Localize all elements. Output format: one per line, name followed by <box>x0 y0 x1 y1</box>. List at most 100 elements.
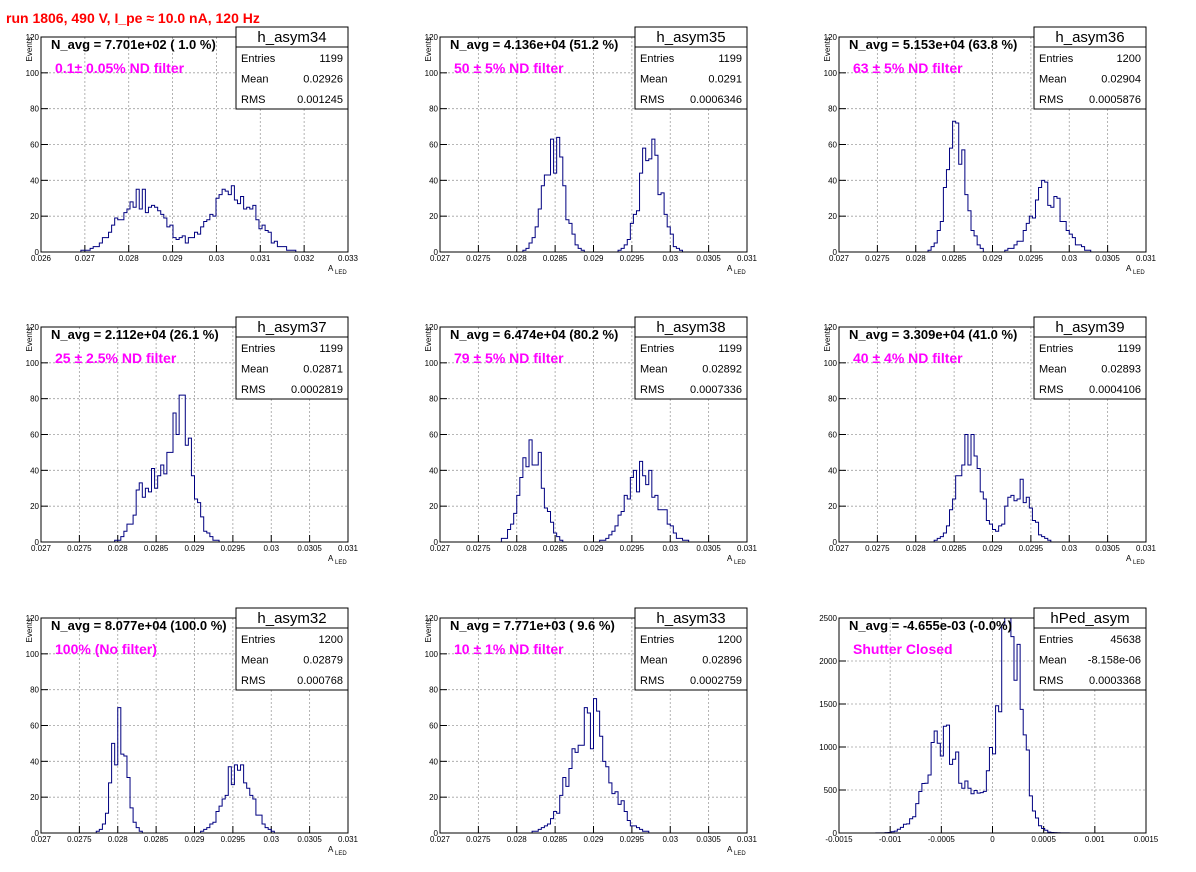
y-tick-label: 120 <box>824 323 838 332</box>
y-tick-label: 40 <box>828 176 837 185</box>
x-tick-label: 0.028 <box>507 835 528 844</box>
plot-frame <box>40 326 349 543</box>
y-tick-label: 1500 <box>819 700 837 709</box>
stats-box <box>634 316 748 400</box>
x-tick-label: 0.0275 <box>67 835 92 844</box>
stats-key: Entries <box>640 53 675 65</box>
stats-box <box>634 26 748 110</box>
y-tick-label: 60 <box>30 722 39 731</box>
x-tick-label: 0.0275 <box>466 835 491 844</box>
y-tick-label: 120 <box>824 33 838 42</box>
y-tick-label: 40 <box>429 757 438 766</box>
x-tick-label: 0.029 <box>982 544 1003 553</box>
x-tick-label: 0.0275 <box>865 254 890 263</box>
x-tick-label: 0.029 <box>184 835 205 844</box>
stats-key: Mean <box>1039 74 1067 86</box>
navg-label: N_avg = -4.655e-03 (-0.0%) <box>849 618 1012 633</box>
stats-box <box>1033 316 1147 400</box>
y-tick-label: 40 <box>429 176 438 185</box>
y-tick-label: 60 <box>828 431 837 440</box>
x-tick-label: 0.0015 <box>1134 835 1159 844</box>
x-tick-label: 0.027 <box>75 254 96 263</box>
y-tick-label: 100 <box>425 69 439 78</box>
stats-key: Mean <box>640 364 668 376</box>
filter-label: 100% (No filter) <box>55 641 157 657</box>
x-tick-label: 0.027 <box>829 254 850 263</box>
y-tick-label: 80 <box>429 686 438 695</box>
x-tick-label: 0.028 <box>119 254 140 263</box>
histogram-series <box>440 439 747 543</box>
y-tick-label: 0 <box>833 829 838 838</box>
stats-value: 0.02892 <box>702 364 742 376</box>
y-tick-label: 20 <box>30 212 39 221</box>
plot-frame <box>40 617 349 834</box>
histogram-panel-h_asym33: 0.027 0.0275 0.028 0.0285 0.029 0.0295 0.03 0.0… <box>424 607 758 857</box>
filter-label: 10 ± 1% ND filter <box>454 641 564 657</box>
y-tick-label: 60 <box>429 722 438 731</box>
x-tick-label: 0.0285 <box>543 544 568 553</box>
x-tick-label: 0.03 <box>662 835 678 844</box>
x-tick-label: 0.027 <box>829 544 850 553</box>
stats-value: -8.158e-06 <box>1088 655 1141 667</box>
stats-key: RMS <box>640 384 664 396</box>
y-tick-label: 0 <box>35 248 40 257</box>
stats-value: 1199 <box>718 53 742 65</box>
x-tick-label: 0.027 <box>430 544 451 553</box>
x-tick-label: 0.0305 <box>696 544 721 553</box>
y-tick-label: 0 <box>35 538 40 547</box>
x-tick-label: 0.031 <box>737 254 758 263</box>
x-tick-label: 0.0305 <box>696 835 721 844</box>
stats-key: RMS <box>1039 384 1063 396</box>
stats-value: 45638 <box>1110 634 1141 646</box>
stats-box <box>235 26 349 110</box>
x-tick-label: -0.0005 <box>928 835 956 844</box>
navg-label: N_avg = 7.771e+03 ( 9.6 %) <box>450 618 615 633</box>
x-tick-label: 0.029 <box>583 544 604 553</box>
plot-frame <box>838 617 1147 834</box>
x-axis-label: A <box>1126 554 1132 563</box>
x-tick-label: 0.0285 <box>144 544 169 553</box>
histogram-panel-h_asym38: 0.027 0.0275 0.028 0.0285 0.029 0.0295 0.03 0.0… <box>424 316 758 566</box>
plot-frame <box>439 617 748 834</box>
y-axis-label: Events <box>424 327 433 351</box>
y-tick-label: 40 <box>828 466 837 475</box>
histogram-panel-h_asym32: 0.027 0.0275 0.028 0.0285 0.029 0.0295 0.03 0.0… <box>25 607 359 857</box>
stats-key: Mean <box>241 655 269 667</box>
x-tick-label: 0.0305 <box>297 544 322 553</box>
stats-value: 0.02896 <box>702 655 742 667</box>
x-axis-label-subscript: LED <box>335 851 347 857</box>
y-axis-label: Events <box>823 327 832 351</box>
stats-value: 0.0002759 <box>690 675 742 687</box>
stats-value: 0.0004106 <box>1089 384 1141 396</box>
y-tick-label: 1000 <box>819 743 837 752</box>
y-tick-label: 80 <box>828 395 837 404</box>
y-tick-label: 60 <box>828 141 837 150</box>
stats-key: Mean <box>640 655 668 667</box>
stats-value: 0.0007336 <box>690 384 742 396</box>
x-tick-label: 0.0295 <box>620 835 645 844</box>
x-tick-label: 0.0285 <box>543 254 568 263</box>
x-tick-label: 0.028 <box>906 254 927 263</box>
navg-label: N_avg = 3.309e+04 (41.0 %) <box>849 327 1017 342</box>
y-tick-label: 80 <box>30 105 39 114</box>
stats-title: h_asym39 <box>1055 319 1124 336</box>
y-tick-label: 80 <box>30 686 39 695</box>
y-tick-label: 120 <box>425 614 439 623</box>
x-axis-label-subscript: LED <box>335 270 347 276</box>
histogram-panel-h_asym35: 0.027 0.0275 0.028 0.0285 0.029 0.0295 0.03 0.0… <box>424 26 758 276</box>
filter-label: 25 ± 2.5% ND filter <box>55 350 177 366</box>
stats-key: RMS <box>640 94 664 106</box>
x-tick-label: 0.03 <box>1061 544 1077 553</box>
y-axis-label: Events <box>424 618 433 642</box>
stats-box <box>235 607 349 691</box>
x-axis-label: A <box>1126 264 1132 273</box>
x-tick-label: 0.0295 <box>221 544 246 553</box>
y-tick-label: 0 <box>434 248 439 257</box>
plot-frame <box>439 326 748 543</box>
stats-box <box>634 607 748 691</box>
x-tick-label: 0.0275 <box>466 254 491 263</box>
x-tick-label: 0.029 <box>982 254 1003 263</box>
y-axis-label: Events <box>823 37 832 61</box>
y-tick-label: 100 <box>824 359 838 368</box>
x-tick-label: 0.0005 <box>1031 835 1056 844</box>
